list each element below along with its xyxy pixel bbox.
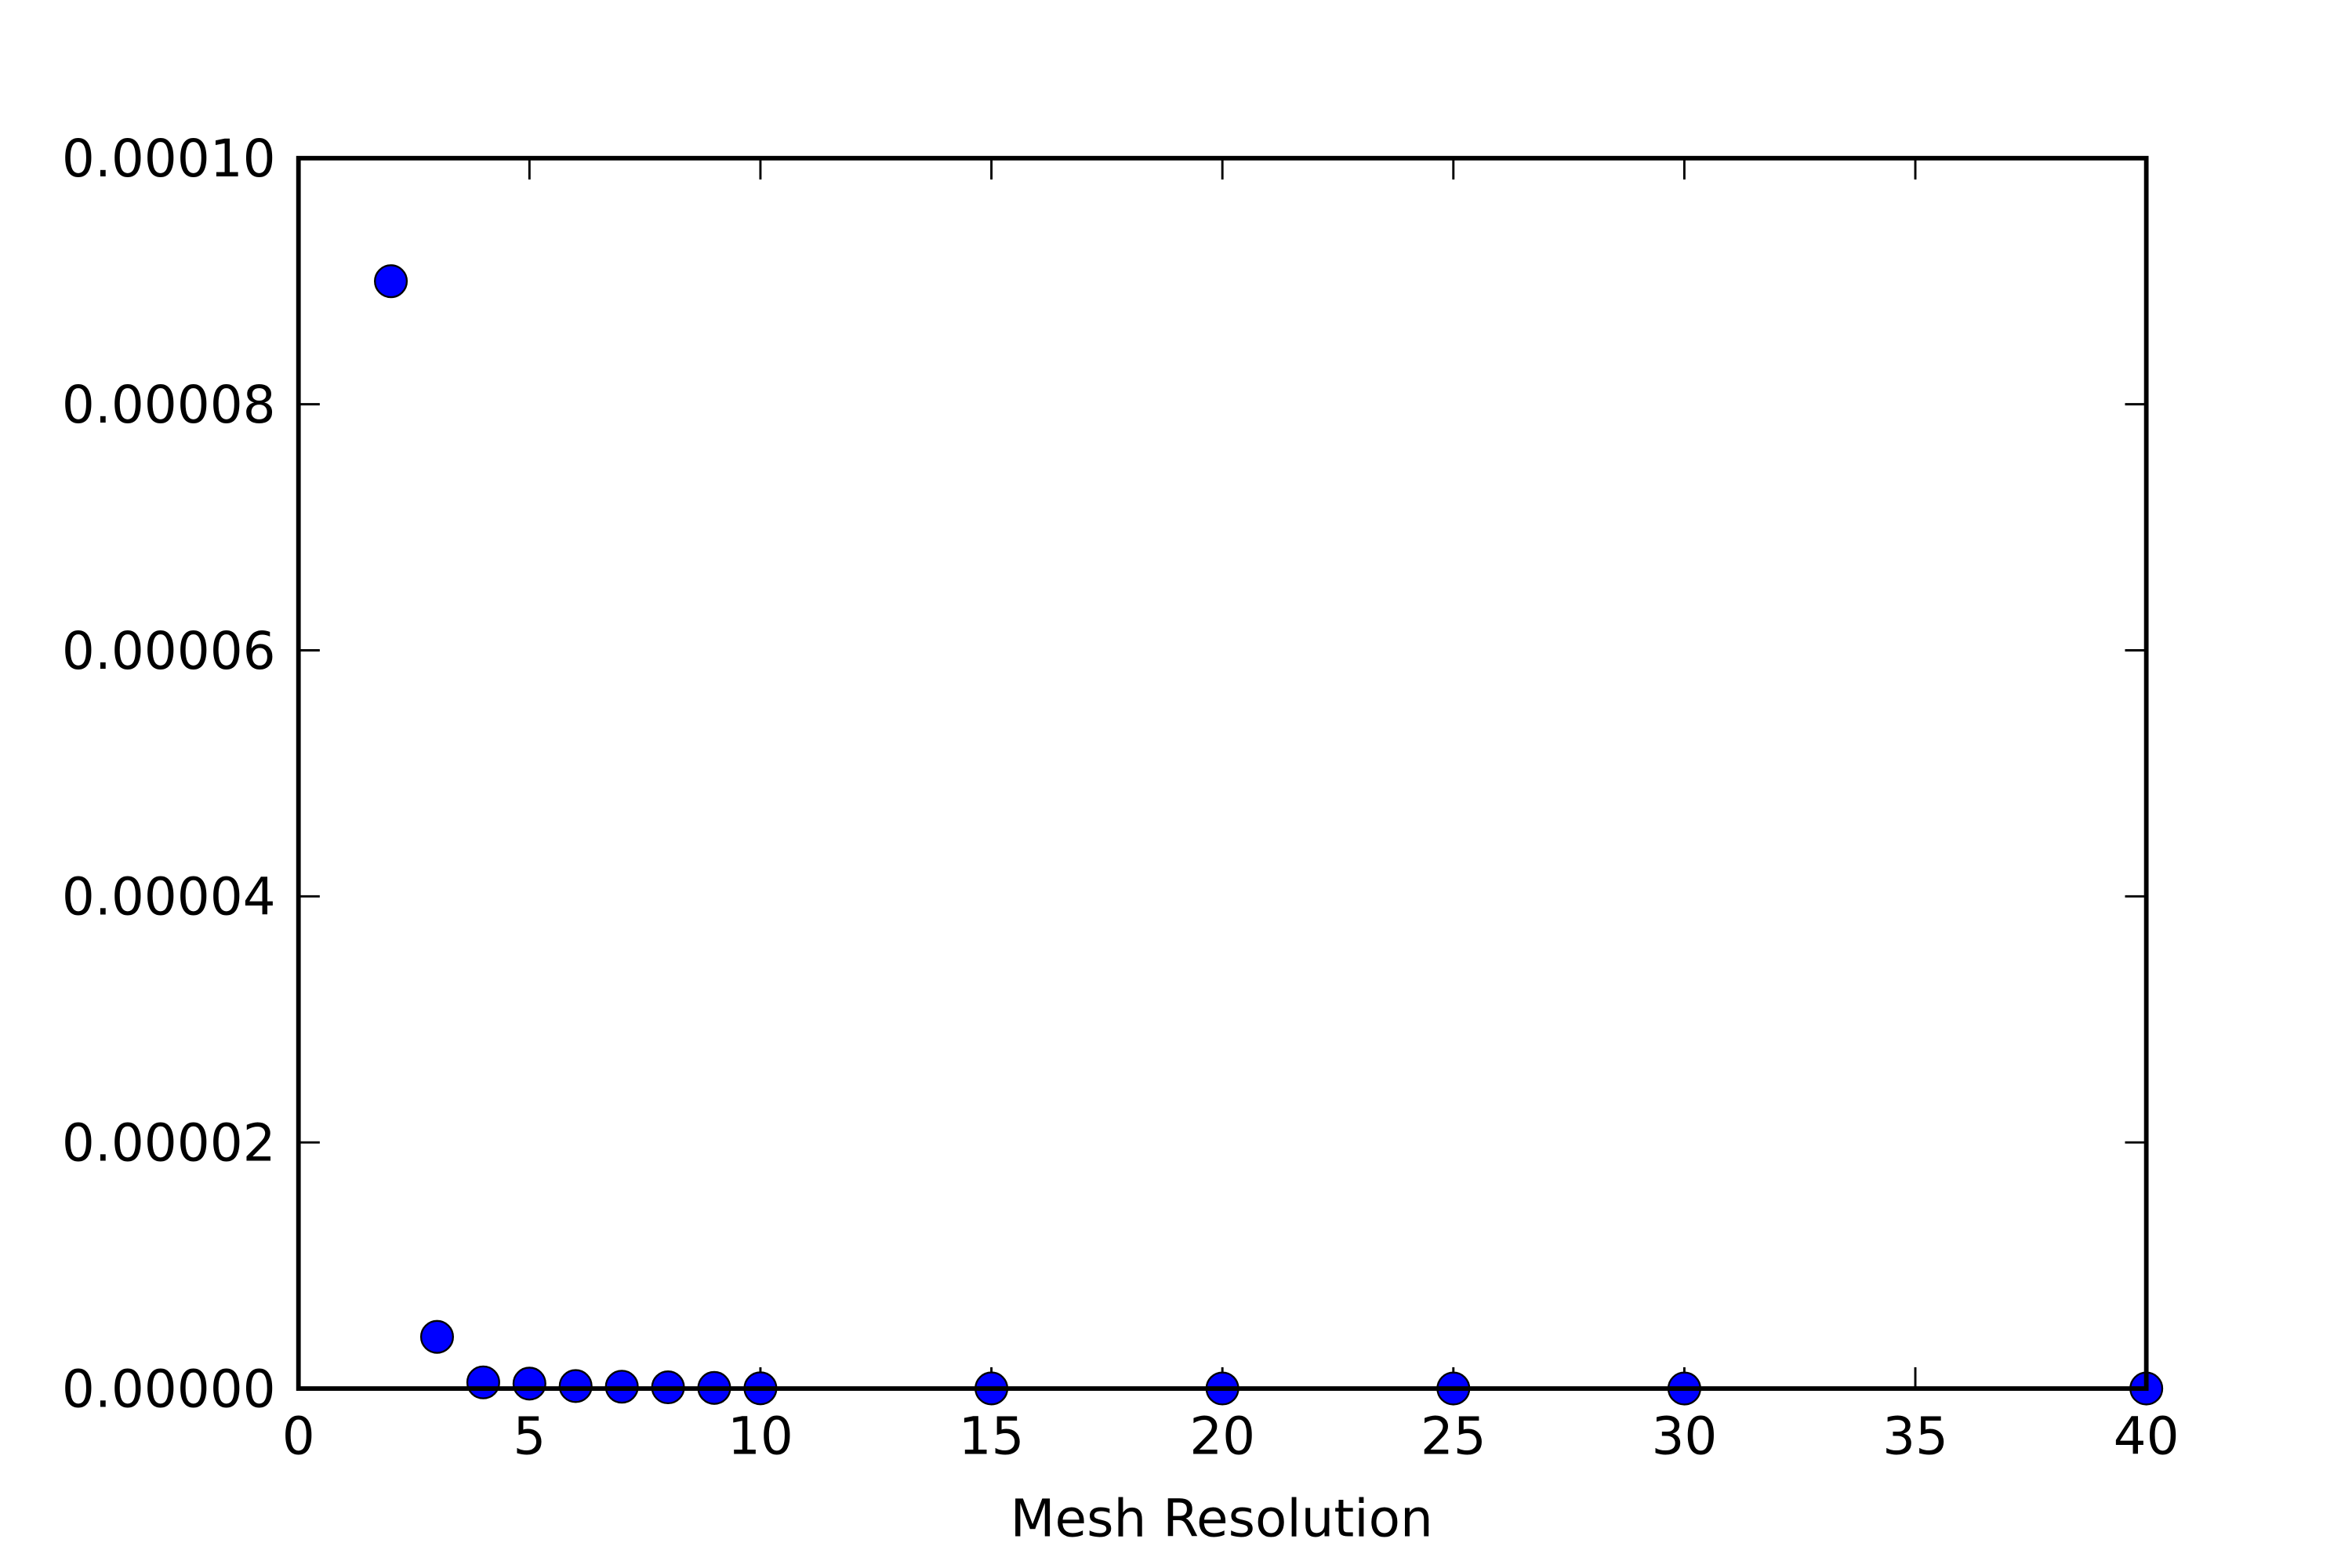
point (419, 1319, 455, 1354)
x-tick-label: 30 (1651, 1406, 1717, 1467)
x-tick-label: 35 (1882, 1406, 1948, 1467)
x-tick-label: 15 (959, 1406, 1025, 1467)
point (374, 264, 408, 299)
x-tick-label: 40 (2114, 1406, 2180, 1467)
y-tick-label: 0.00004 (62, 867, 276, 927)
x-tick-label: 20 (1189, 1406, 1255, 1467)
x-tick-label: 0 (282, 1406, 315, 1467)
x-tick-label: 5 (513, 1406, 546, 1467)
x-tick-label: 10 (728, 1406, 793, 1467)
x-tick-label: 25 (1421, 1406, 1486, 1467)
point (558, 1369, 593, 1403)
y-tick-label: 0.00002 (62, 1113, 276, 1174)
y-tick-label: 0.00008 (62, 375, 276, 435)
point (466, 1365, 500, 1399)
point (512, 1367, 546, 1401)
plot-frame (296, 155, 2149, 1392)
x-axis-label: Mesh Resolution (1011, 1488, 1433, 1548)
y-tick-label: 0.00010 (62, 129, 276, 189)
y-tick-label: 0.00006 (62, 621, 276, 681)
y-tick-label: 0.00000 (62, 1359, 276, 1419)
